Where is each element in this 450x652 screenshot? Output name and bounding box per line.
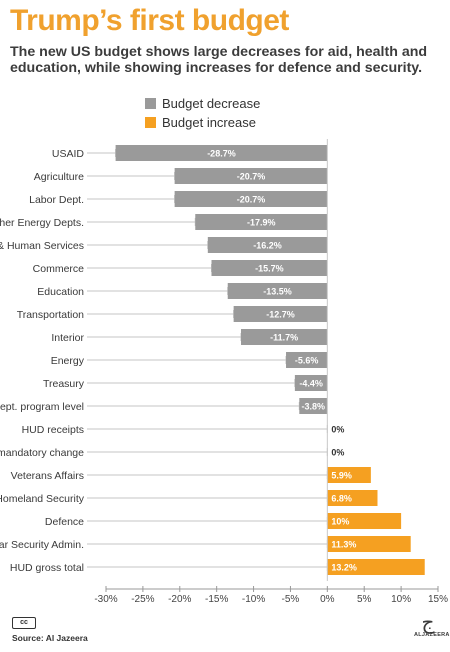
category-label: Commerce (33, 263, 85, 275)
bar-decrease (211, 260, 328, 276)
data-label: 13.2% (331, 563, 357, 573)
data-label: -12.7% (266, 310, 295, 320)
bar-increase (327, 536, 411, 552)
category-label: Veterans Affairs (11, 470, 84, 482)
category-label: Defence (45, 516, 84, 528)
x-tick-label: 10% (391, 594, 411, 605)
data-label: 10% (331, 517, 349, 527)
x-tick-label: -25% (131, 594, 154, 605)
x-tick-label: 15% (428, 594, 448, 605)
bar-decrease (115, 145, 328, 161)
category-label: Energy (51, 355, 85, 367)
category-label: HUD receipts (22, 424, 84, 436)
bars-layer: USAID -28.7% Agriculture -20.7% Labor Dept. -… (0, 145, 425, 575)
al-jazeera-logo-icon: ج ALJAZEERA (414, 610, 450, 638)
x-tick-label: -10% (242, 594, 265, 605)
al-jazeera-logo-glyph: ج (421, 610, 435, 634)
category-label: Treasury (43, 378, 85, 390)
data-label: -4.4% (299, 379, 323, 389)
page-subtitle: The new US budget shows large decreases … (10, 44, 428, 76)
data-label: -15.7% (255, 264, 284, 274)
data-label: 0% (331, 425, 344, 435)
bar-decrease (207, 237, 328, 253)
x-tick-label: -30% (94, 594, 117, 605)
cc-by-icon: cc (12, 617, 36, 629)
al-jazeera-logo-word: ALJAZEERA (414, 632, 450, 638)
bar-decrease (233, 306, 328, 322)
category-label: Interior (51, 332, 84, 344)
data-label: -28.7% (207, 149, 236, 159)
category-label: Health & Human Services (0, 240, 84, 252)
bar-decrease (286, 352, 328, 368)
category-label: Education (37, 286, 84, 298)
x-tick-label: 5% (357, 594, 372, 605)
data-label: -16.2% (253, 241, 282, 251)
bar-decrease (299, 398, 328, 414)
category-label: HUD gross total (10, 562, 84, 574)
data-label: -3.8% (302, 402, 326, 412)
category-label: Labor Dept. (29, 194, 84, 206)
page-title: Trump’s first budget (10, 4, 289, 37)
legend-swatch-increase (145, 117, 156, 128)
data-label: -20.7% (237, 195, 266, 205)
bar-decrease (174, 191, 328, 207)
data-label: 6.8% (331, 494, 352, 504)
category-label: National Nuclear Security Admin. (0, 539, 84, 551)
bar-increase (327, 559, 425, 575)
x-axis: -30% -25% -20% -15% -10% -5% 0% 5% 10% 15% (94, 139, 448, 605)
source-note: Source: Al Jazeera (12, 633, 88, 643)
x-tick-label: -5% (282, 594, 300, 605)
data-label: 5.9% (331, 471, 352, 481)
data-label: -20.7% (237, 172, 266, 182)
x-tick-label: -20% (168, 594, 191, 605)
bar-decrease (195, 214, 328, 230)
chart-legend: Budget decrease Budget increase (145, 96, 260, 130)
bar-decrease (174, 168, 328, 184)
data-label: 11.3% (331, 540, 356, 550)
bar-decrease (227, 283, 328, 299)
x-tick-label: 0% (320, 594, 335, 605)
category-label: Agriculture (34, 171, 84, 183)
bar-decrease (294, 375, 328, 391)
bar-increase (327, 513, 402, 529)
legend-label-decrease: Budget decrease (162, 96, 260, 111)
category-label: Homeland Security (0, 493, 85, 505)
category-label: USAID (52, 148, 85, 160)
category-label: Justice Dept. program level (0, 401, 84, 413)
category-label: Transportation (17, 309, 84, 321)
data-label: -5.6% (295, 356, 319, 366)
data-label: -17.9% (247, 218, 276, 228)
x-tick-label: -15% (205, 594, 228, 605)
category-label: Justice Dept. mandatory change (0, 447, 84, 459)
category-label: Other Energy Depts. (0, 217, 84, 229)
bar-increase (327, 467, 371, 483)
data-label: -11.7% (270, 333, 298, 343)
legend-swatch-decrease (145, 98, 156, 109)
legend-label-increase: Budget increase (162, 115, 256, 130)
data-label: -13.5% (263, 287, 292, 297)
bar-increase (327, 490, 378, 506)
data-label: 0% (331, 448, 344, 458)
bar-decrease (241, 329, 328, 345)
